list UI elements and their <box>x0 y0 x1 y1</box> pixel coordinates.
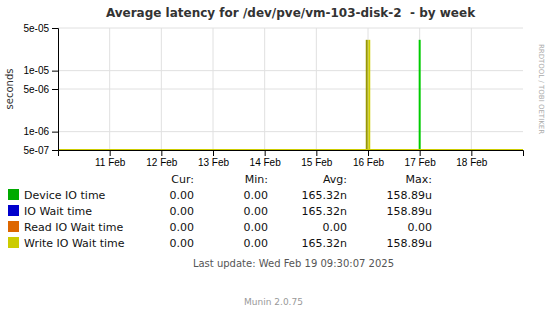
axis-line <box>59 151 524 157</box>
tick-mark <box>265 150 266 156</box>
table-value: 0.00 <box>323 221 348 234</box>
table-value: 158.89u <box>387 189 432 202</box>
tick: 14 Feb <box>250 150 282 168</box>
grid <box>58 28 523 150</box>
tick: 11 Feb <box>95 150 126 168</box>
legend-swatch <box>8 237 19 248</box>
grid-line-y <box>58 28 523 29</box>
tick: 18 Feb <box>456 150 488 168</box>
table-value: 0.00 <box>244 189 269 202</box>
tick-label: 5e-06 <box>23 84 49 95</box>
legend-swatch <box>8 221 19 232</box>
tick-label: 5e-07 <box>23 145 49 156</box>
table-header: Max: <box>406 173 432 186</box>
legend-swatch <box>8 189 19 200</box>
tick-mark <box>52 150 58 151</box>
y-axis-label: seconds <box>4 69 15 110</box>
tick-mark <box>368 150 369 156</box>
tick-label: 15 Feb <box>301 157 333 168</box>
tick-mark <box>52 89 58 90</box>
annotation: RRDTOOL / TOBI OETIKER <box>537 44 545 134</box>
tick: 5e-05 <box>23 23 58 34</box>
series-line <box>419 40 421 150</box>
title: Average latency for /dev/pve/vm-103-disk… <box>106 6 476 20</box>
grid-line-y <box>58 89 523 90</box>
axis-line <box>52 29 59 151</box>
tick-label: 1e-06 <box>23 126 49 137</box>
annotation: Munin 2.0.75 <box>244 297 303 307</box>
tick: 1e-06 <box>23 126 58 137</box>
table-value: 0.00 <box>170 189 195 202</box>
grid-line-y <box>58 131 523 132</box>
legend-label: IO Wait time <box>24 205 92 218</box>
tick-mark <box>213 150 214 156</box>
tick: 16 Feb <box>353 150 385 168</box>
legend-swatch <box>8 205 19 216</box>
tick: 13 Feb <box>198 150 230 168</box>
tick-mark <box>52 132 58 133</box>
plot-area: 11 Feb 12 Feb 13 Feb 14 Feb 15 Feb 16 Feb 17 F… <box>23 23 523 168</box>
tick: 12 Feb <box>146 150 178 168</box>
table-value: 165.32n <box>302 205 347 218</box>
table-header: Avg: <box>323 173 347 186</box>
tick: 5e-07 <box>23 145 58 156</box>
table-value: 158.89u <box>387 205 432 218</box>
tick-mark <box>52 28 58 29</box>
tick-mark <box>161 150 162 156</box>
table-header: Min: <box>245 173 268 186</box>
table-value: 0.00 <box>170 221 195 234</box>
y-axis: 5e-07 1e-06 5e-06 1e-05 5e-05 <box>23 23 58 156</box>
series-group <box>58 40 523 150</box>
table-value: 0.00 <box>244 237 269 250</box>
table-header: Cur: <box>171 173 194 186</box>
x-axis: 11 Feb 12 Feb 13 Feb 14 Feb 15 Feb 16 Feb 17 F… <box>59 150 524 168</box>
table-value: 165.32n <box>302 237 347 250</box>
table-value: 158.89u <box>387 237 432 250</box>
tick-mark <box>110 150 111 156</box>
tick-label: 5e-05 <box>23 23 49 34</box>
grid-line-x <box>419 28 420 150</box>
legend-table: Cur: Min: Avg: Max: Device IO time 0.00 0.00 16… <box>8 173 432 250</box>
annotation: Last update: Wed Feb 19 09:30:07 2025 <box>193 258 394 269</box>
tick: 1e-05 <box>23 65 58 76</box>
table-value: 0.00 <box>244 205 269 218</box>
legend-label: Write IO Wait time <box>24 237 125 250</box>
tick-label: 17 Feb <box>405 157 437 168</box>
tick-label: 14 Feb <box>250 157 282 168</box>
table-value: 0.00 <box>244 221 269 234</box>
tick-mark <box>420 150 421 156</box>
tick-label: 13 Feb <box>198 157 230 168</box>
tick-label: 16 Feb <box>353 157 385 168</box>
tick-label: 18 Feb <box>456 157 488 168</box>
table-value: 0.00 <box>408 221 433 234</box>
tick-label: 12 Feb <box>146 157 178 168</box>
chart: 11 Feb 12 Feb 13 Feb 14 Feb 15 Feb 16 Feb 17 F… <box>0 0 547 311</box>
tick: 17 Feb <box>405 150 437 168</box>
table-value: 165.32n <box>302 189 347 202</box>
table-value: 0.00 <box>170 205 195 218</box>
legend-label: Read IO Wait time <box>24 221 123 234</box>
series-line <box>366 40 368 150</box>
tick: 5e-06 <box>23 84 58 95</box>
tick-mark <box>471 150 472 156</box>
tick-label: 1e-05 <box>23 65 49 76</box>
tick-label: 11 Feb <box>95 157 126 168</box>
series-line <box>368 40 370 150</box>
tick-mark <box>316 150 317 156</box>
table-value: 0.00 <box>170 237 195 250</box>
grid-line-y <box>58 70 523 71</box>
legend-label: Device IO time <box>24 189 106 202</box>
series-line <box>58 149 523 150</box>
tick: 15 Feb <box>301 150 333 168</box>
tick-mark <box>52 71 58 72</box>
